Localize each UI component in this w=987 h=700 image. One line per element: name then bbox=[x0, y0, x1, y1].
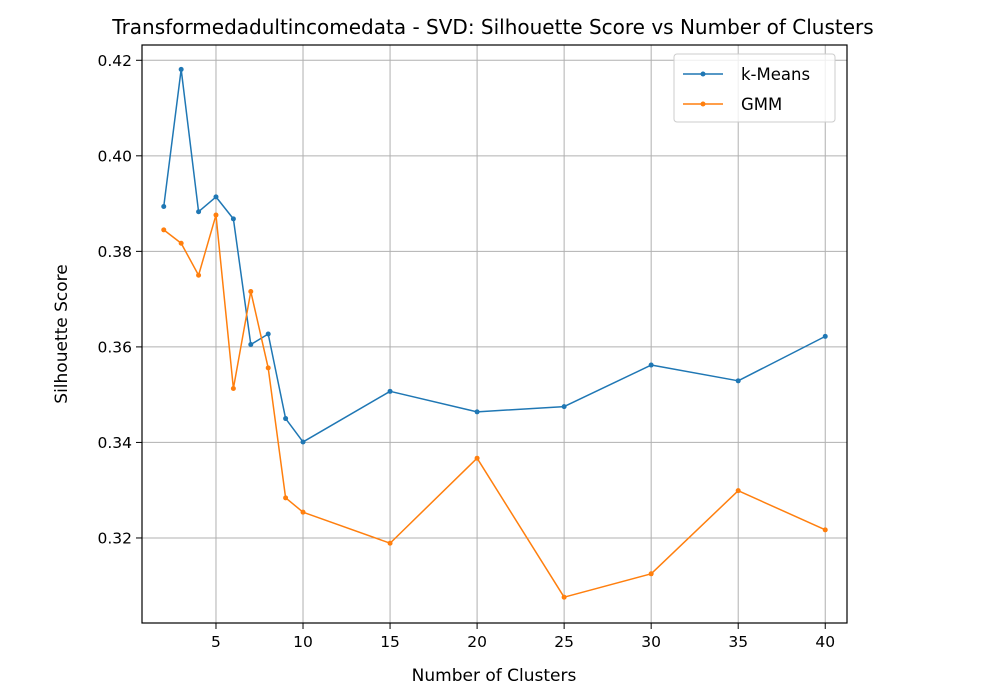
data-point-k-means bbox=[561, 404, 567, 410]
data-point-gmm bbox=[265, 365, 271, 371]
data-point-k-means bbox=[248, 342, 254, 348]
data-point-k-means bbox=[283, 416, 289, 422]
data-point-gmm bbox=[196, 272, 202, 278]
data-point-k-means bbox=[265, 331, 271, 337]
y-tick-label: 0.40 bbox=[97, 147, 132, 165]
data-point-gmm bbox=[561, 594, 567, 600]
x-tick-label: 30 bbox=[641, 633, 661, 651]
legend-marker-kmeans bbox=[700, 71, 706, 77]
data-point-k-means bbox=[178, 66, 184, 72]
data-point-gmm bbox=[178, 240, 184, 246]
y-axis: 0.32 0.34 0.36 0.38 0.40 0.42 bbox=[97, 52, 142, 547]
x-tick-label: 40 bbox=[815, 633, 835, 651]
data-point-gmm bbox=[648, 571, 654, 577]
x-tick-label: 10 bbox=[293, 633, 313, 651]
x-tick-label: 20 bbox=[467, 633, 487, 651]
y-tick-label: 0.34 bbox=[97, 434, 132, 452]
y-tick-label: 0.36 bbox=[97, 338, 132, 356]
data-point-k-means bbox=[822, 333, 828, 339]
x-tick-label: 35 bbox=[728, 633, 748, 651]
x-tick-label: 25 bbox=[554, 633, 574, 651]
data-point-gmm bbox=[161, 227, 167, 233]
x-axis-label: Number of Clusters bbox=[412, 666, 577, 686]
legend-box bbox=[673, 53, 836, 123]
data-point-k-means bbox=[735, 378, 741, 384]
data-point-k-means bbox=[387, 388, 393, 394]
legend-label-gmm: GMM bbox=[741, 95, 782, 114]
data-point-k-means bbox=[474, 409, 480, 415]
x-tick-label: 15 bbox=[380, 633, 400, 651]
legend: k-Means GMM bbox=[673, 53, 836, 123]
data-point-gmm bbox=[283, 495, 289, 501]
x-axis: 5 10 15 20 25 30 35 40 bbox=[211, 623, 835, 651]
y-tick-label: 0.42 bbox=[97, 52, 132, 70]
data-point-k-means bbox=[161, 203, 167, 209]
data-point-gmm bbox=[387, 540, 393, 546]
legend-label-kmeans: k-Means bbox=[741, 65, 810, 84]
data-point-gmm bbox=[230, 385, 236, 391]
y-axis-label: Silhouette Score bbox=[52, 264, 72, 403]
legend-marker-gmm bbox=[700, 101, 706, 107]
data-point-k-means bbox=[213, 194, 219, 200]
data-point-k-means bbox=[648, 362, 654, 368]
data-point-gmm bbox=[213, 212, 219, 218]
data-point-k-means bbox=[300, 439, 306, 445]
data-point-gmm bbox=[248, 288, 254, 294]
data-point-gmm bbox=[300, 509, 306, 515]
series-layer bbox=[161, 66, 828, 600]
chart-title: Transformedadultincomedata - SVD: Silhou… bbox=[111, 15, 873, 39]
data-point-k-means bbox=[196, 209, 202, 215]
y-tick-label: 0.32 bbox=[97, 529, 132, 547]
x-tick-label: 5 bbox=[211, 633, 221, 651]
y-tick-label: 0.38 bbox=[97, 243, 132, 261]
data-point-gmm bbox=[822, 527, 828, 533]
data-point-gmm bbox=[735, 488, 741, 494]
data-point-k-means bbox=[230, 216, 236, 222]
plot-area-frame bbox=[141, 44, 848, 624]
data-point-gmm bbox=[474, 455, 480, 461]
